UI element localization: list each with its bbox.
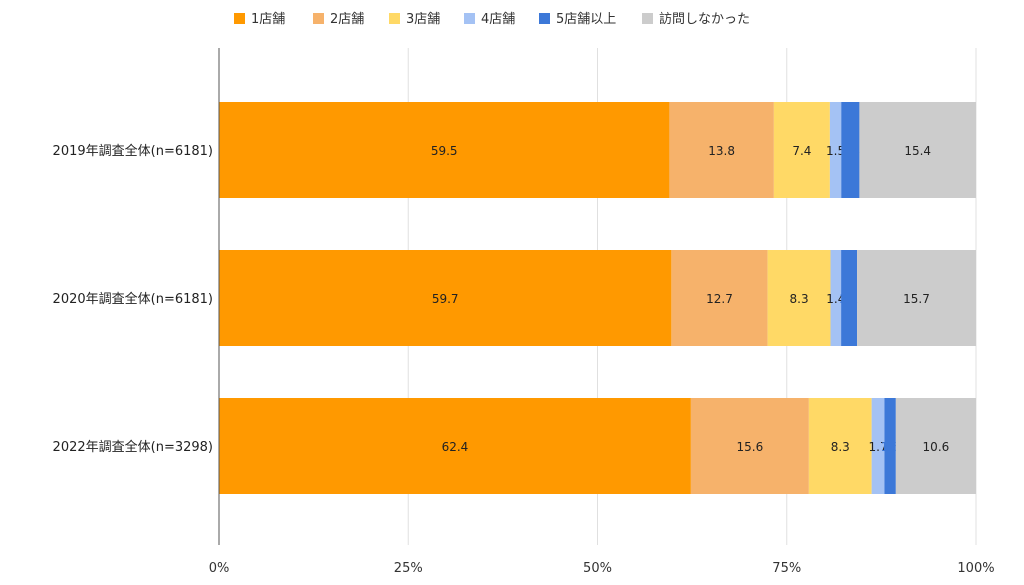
bar-segment	[895, 398, 976, 494]
bar-segment	[857, 250, 976, 346]
bar-segment	[841, 102, 860, 198]
legend-label: 4店舗	[481, 12, 515, 27]
data-label: 15.4	[904, 144, 931, 158]
legend-swatch	[389, 13, 400, 24]
data-label: 7.4	[792, 144, 811, 158]
bar-segment	[829, 102, 842, 198]
bar-segment	[841, 250, 858, 346]
data-label: 8.3	[831, 440, 850, 454]
legend-label: 訪問しなかった	[659, 11, 750, 27]
legend-swatch	[539, 13, 550, 24]
data-label: 1.5	[881, 440, 900, 454]
bar-segment	[219, 250, 672, 346]
bar-segment	[671, 250, 768, 346]
data-label: 13.8	[708, 144, 735, 158]
legend-swatch	[642, 13, 653, 24]
category-label: 2019年調査全体(n=6181)	[53, 143, 213, 159]
legend-swatch	[313, 13, 324, 24]
x-tick-label: 0%	[209, 561, 230, 576]
bar-segment	[808, 398, 872, 494]
legend: 1店舗 2店舗 3店舗 4店舗 5店舗以上 訪問しなかった	[234, 11, 750, 27]
bar-segment	[767, 250, 831, 346]
category-label: 2020年調査全体(n=6181)	[53, 291, 213, 307]
data-label: 10.6	[923, 440, 950, 454]
data-label: 15.7	[903, 292, 930, 306]
data-label: 2.1	[840, 292, 859, 306]
bar-segment	[669, 102, 774, 198]
data-label: 1.7	[869, 440, 888, 454]
legend-label: 2店舗	[330, 12, 364, 27]
data-label: 12.7	[706, 292, 733, 306]
legend-label: 1店舗	[251, 12, 285, 27]
data-label: 1.4	[826, 292, 845, 306]
x-tick-label: 100%	[957, 561, 994, 576]
x-tick-label: 25%	[394, 561, 423, 576]
bar-segment	[219, 398, 691, 494]
category-label: 2022年調査全体(n=3298)	[53, 439, 213, 455]
data-label: 8.3	[790, 292, 809, 306]
x-tick-label: 75%	[772, 561, 801, 576]
bar-segment	[690, 398, 809, 494]
legend-swatch	[464, 13, 475, 24]
data-label: 59.5	[431, 144, 458, 158]
bar-segment	[773, 102, 830, 198]
data-label: 15.6	[737, 440, 764, 454]
bar-segment	[830, 250, 842, 346]
legend-label: 5店舗以上	[556, 12, 616, 27]
axis: 0% 25% 50% 75% 100% 2019年調査全体(n=6181) 2020年調査全…	[53, 48, 995, 576]
data-label: 2.4	[841, 144, 860, 158]
bar-segment	[219, 102, 670, 198]
bar-segment	[859, 102, 976, 198]
bar-segment	[871, 398, 885, 494]
data-label: 1.5	[826, 144, 845, 158]
data-label: 62.4	[442, 440, 469, 454]
legend-swatch	[234, 13, 245, 24]
bar-segment	[884, 398, 896, 494]
bars: 59.5 13.8 7.4 1.52.4 15.459.7 12.7 8.3 1.42.1 15…	[219, 102, 976, 494]
x-tick-label: 50%	[583, 561, 612, 576]
data-label: 59.7	[432, 292, 459, 306]
legend-label: 3店舗	[406, 12, 440, 27]
